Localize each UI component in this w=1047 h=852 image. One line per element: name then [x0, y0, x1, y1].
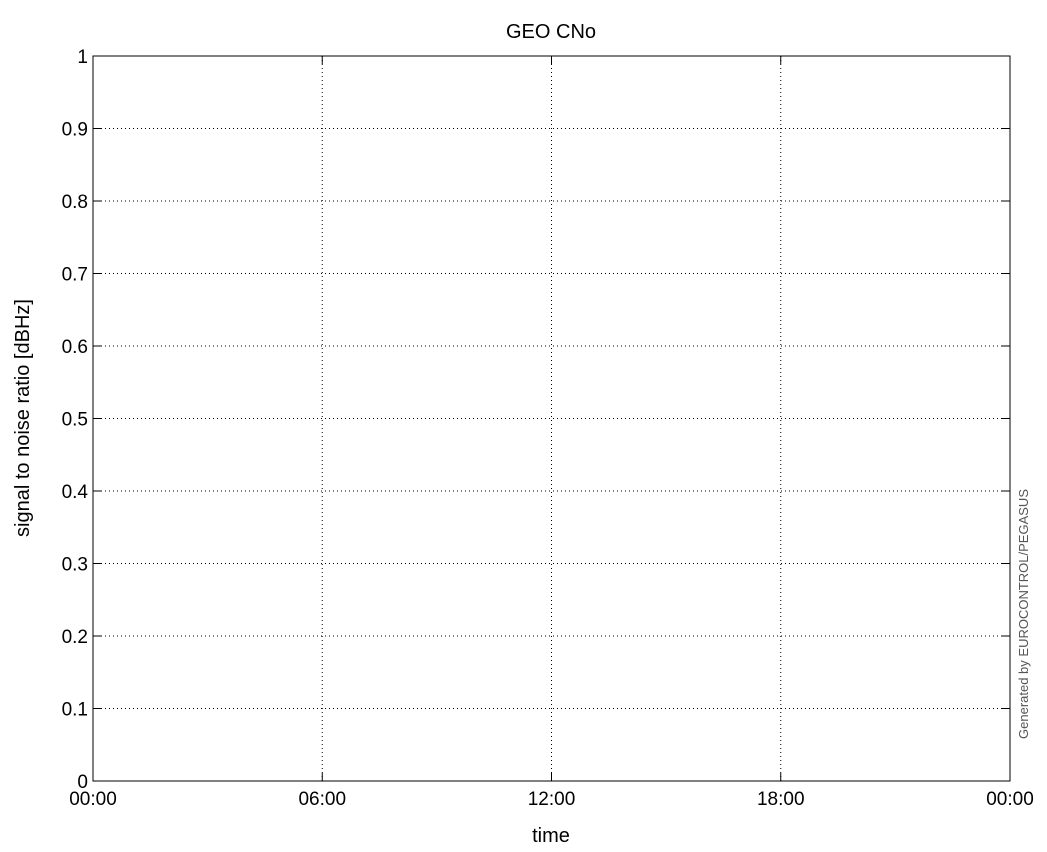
y-tick-label: 0.2 — [62, 627, 88, 648]
y-tick-label: 0.4 — [62, 482, 89, 503]
y-tick-label: 1 — [77, 47, 88, 68]
x-tick-label: 00:00 — [986, 789, 1034, 810]
y-tick-label: 0.1 — [62, 700, 88, 721]
chart-title: GEO CNo — [506, 21, 596, 43]
y-axis-title: signal to noise ratio [dBHz] — [12, 299, 34, 537]
y-tick-label: 0.5 — [62, 410, 88, 431]
axis-ticks — [92, 55, 1011, 782]
y-tick-label: 0.9 — [62, 120, 88, 141]
y-tick-label: 0.7 — [62, 265, 88, 286]
x-tick-label: 00:00 — [69, 789, 117, 810]
y-tick-label: 0.6 — [62, 337, 88, 358]
x-tick-labels: 00:00 06:00 12:00 18:00 00:00 — [69, 789, 1034, 810]
x-axis-title: time — [532, 825, 570, 847]
x-tick-label: 06:00 — [298, 789, 346, 810]
y-tick-label: 0.3 — [62, 555, 88, 576]
y-tick-labels: 0 0.1 0.2 0.3 0.4 0.5 0.6 0.7 0.8 0.9 1 — [62, 47, 89, 793]
x-tick-label: 12:00 — [528, 789, 576, 810]
y-tick-label: 0 — [77, 772, 88, 793]
y-tick-label: 0.8 — [62, 192, 88, 213]
grid — [93, 56, 1010, 781]
x-tick-label: 18:00 — [757, 789, 805, 810]
watermark-text: Generated by EUROCONTROL/PEGASUS — [1016, 489, 1031, 739]
